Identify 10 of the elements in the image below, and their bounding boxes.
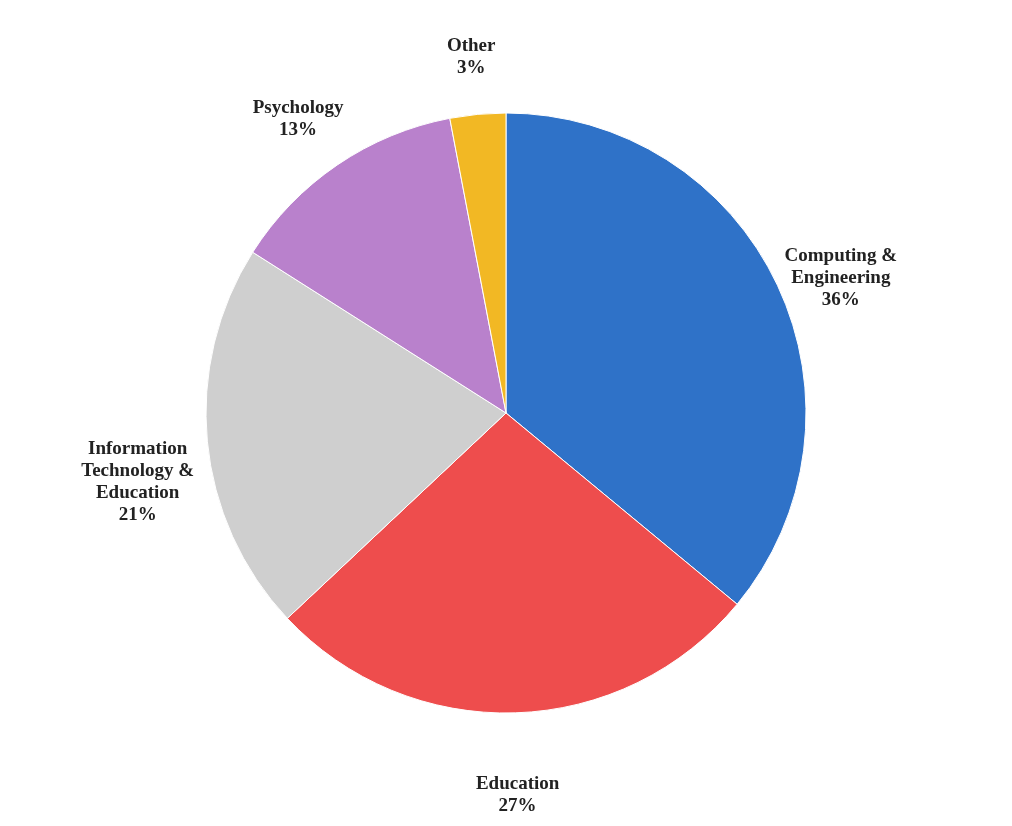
data-label: 13% — [279, 117, 318, 139]
slice-label: Other — [446, 33, 497, 55]
slice-label: Computing & Engineering — [784, 244, 897, 288]
data-label: 36% — [821, 288, 860, 310]
slice-label: Psychology — [252, 95, 344, 117]
slice-label: Information Technology & Education — [81, 436, 195, 502]
data-label: 21% — [118, 502, 157, 524]
data-label: 3% — [456, 55, 486, 77]
slice-label: Education — [475, 771, 560, 793]
data-label: 27% — [498, 793, 537, 815]
